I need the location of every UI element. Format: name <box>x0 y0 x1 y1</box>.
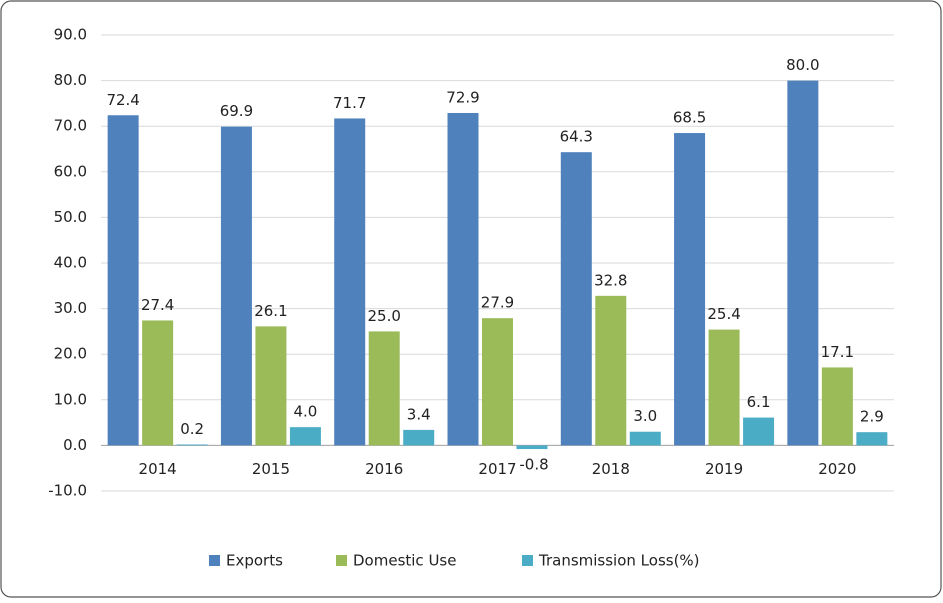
value-label: 68.5 <box>673 109 706 127</box>
bar <box>743 417 775 446</box>
bar <box>142 320 174 446</box>
y-tick-label: 10.0 <box>54 390 87 408</box>
y-tick-label: 30.0 <box>54 299 87 317</box>
value-label: 26.1 <box>254 302 287 320</box>
bar <box>482 318 513 446</box>
bar <box>856 432 888 446</box>
value-label: 80.0 <box>786 56 819 74</box>
bar <box>334 118 366 446</box>
bar <box>403 429 435 446</box>
bar <box>255 326 287 446</box>
value-label: 72.4 <box>106 91 139 109</box>
x-tick-label: 2018 <box>592 460 630 478</box>
value-label: 25.0 <box>368 307 401 325</box>
y-tick-label: 80.0 <box>54 71 87 89</box>
x-tick-label: 2020 <box>818 460 856 478</box>
y-tick-label: 90.0 <box>54 26 87 44</box>
y-tick-label: 20.0 <box>54 345 87 363</box>
value-label: 17.1 <box>821 343 854 361</box>
value-label: 4.0 <box>293 403 317 421</box>
y-tick-label: 60.0 <box>54 162 87 180</box>
y-tick-label: 70.0 <box>54 117 87 135</box>
value-label: 32.8 <box>594 271 627 289</box>
bar <box>674 133 706 446</box>
y-tick-label: 50.0 <box>54 208 87 226</box>
legend-swatch <box>336 555 347 566</box>
bar <box>447 112 479 446</box>
bar <box>787 80 819 446</box>
y-tick-label: 40.0 <box>54 254 87 272</box>
bar <box>220 126 252 446</box>
value-label: 0.2 <box>180 420 204 438</box>
value-label: 3.0 <box>633 407 657 425</box>
y-tick-label: -10.0 <box>48 482 87 500</box>
x-tick-label: 2019 <box>705 460 743 478</box>
x-tick-label: 2017 <box>478 460 516 478</box>
bar <box>107 115 139 446</box>
value-label: 6.1 <box>747 393 771 411</box>
bar <box>595 295 627 446</box>
legend-label: Transmission Loss(%) <box>538 552 700 570</box>
bar <box>368 331 400 446</box>
bar <box>516 445 548 450</box>
bar <box>821 367 853 446</box>
legend-swatch <box>522 555 533 566</box>
bar <box>708 329 740 446</box>
legend-label: Domestic Use <box>353 552 456 570</box>
value-label: 3.4 <box>407 405 431 423</box>
x-tick-label: 2014 <box>139 460 177 478</box>
bar <box>176 444 208 446</box>
legend-label: Exports <box>226 552 283 570</box>
value-label: 72.9 <box>446 88 479 106</box>
x-tick-label: 2015 <box>252 460 290 478</box>
value-label: 27.9 <box>481 294 514 312</box>
value-label: -0.8 <box>519 456 548 474</box>
legend-swatch <box>209 555 220 566</box>
value-label: 64.3 <box>560 128 593 146</box>
value-label: 69.9 <box>220 102 253 120</box>
x-tick-label: 2016 <box>365 460 403 478</box>
y-tick-label: 0.0 <box>63 436 87 454</box>
value-label: 25.4 <box>707 305 740 323</box>
bar <box>560 152 592 446</box>
value-label: 27.4 <box>141 296 174 314</box>
bar <box>289 427 321 446</box>
value-label: 2.9 <box>860 408 884 426</box>
bar <box>629 431 661 446</box>
value-label: 71.7 <box>333 94 366 112</box>
